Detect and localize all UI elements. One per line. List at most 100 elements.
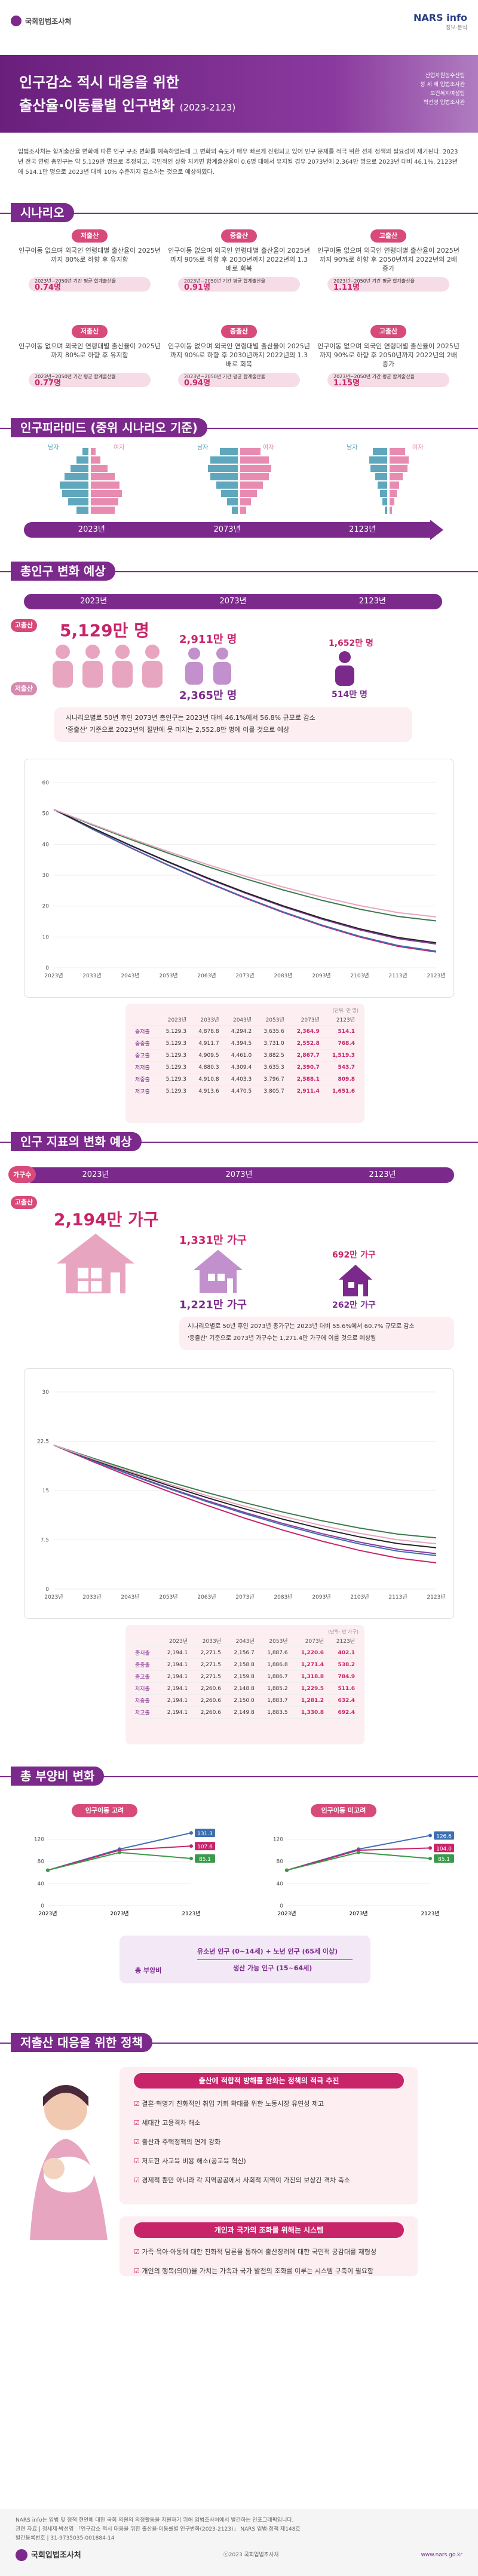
policy-item: ☑ 가족·육아·아동에 대한 친화적 담론을 통하여 출산장려에 대한 국민적 … [134, 2243, 404, 2262]
pyramid-1 [208, 448, 271, 514]
dep-left-tag: 인구이동 고려 [72, 1804, 137, 1817]
section-population-title: 총인구 변화 예상 [11, 562, 115, 581]
scenario-desc: 인구이동 없으며 외국인 연령대별 출산율이 2025년까지 80%로 하향 후… [19, 342, 161, 359]
scenario-rate-value: 0.91명 [184, 283, 211, 292]
hh-ytick: 30 [42, 1390, 50, 1396]
hh-table-box: (단위: 만 가구) 2023년 2033년 2043년 2053년 2073년 2123… [125, 1625, 364, 1744]
dep-formula-den: 생산 가능 인구 (15~64세) [233, 1964, 312, 1972]
table-cell: 중중출 [131, 1037, 158, 1050]
nars-brand: NARS info [413, 12, 467, 23]
dep-point [189, 1856, 193, 1860]
scenario-card: 저출산 인구이동 없으며 외국인 연령대별 출산율이 2025년까지 80%로 … [18, 229, 161, 292]
policy-item: ☑ 개인의 행복(의미)을 가치는 가족과 국가 발전의 조화를 이루는 시스템… [134, 2262, 404, 2281]
pop-xtick: 2073년 [235, 973, 254, 979]
author-team-2: 보건복지여성팀 [430, 91, 465, 97]
logo-icon [11, 16, 22, 26]
pop-low-tag: 저출산 [11, 682, 37, 695]
pyramid-male-bar [76, 456, 88, 464]
pyramid-male-bar [82, 448, 88, 455]
scenario-card: 고출산 인구이동 없으며 외국인 연령대별 출산율이 2025년까지 90%로 … [317, 229, 460, 292]
table-cell: 2,194.1 [158, 1670, 192, 1683]
scenario-rate-pill: 2023년~2050년 기간 평균 합계출산율 0.94명 [178, 373, 300, 387]
footer-issn: 발간등록번호 | 31-9735035-001884-14 [16, 2535, 115, 2541]
table-cell: 1,229.5 [291, 1682, 327, 1695]
dep-xtick: 2123년 [182, 1910, 200, 1917]
scenario-desc: 인구이동 없으며 외국인 연령대별 출산율이 2025년까지 90%로 하향 후… [317, 342, 459, 368]
dep-point [46, 1868, 50, 1872]
scenario-rate-pill: 2023년~2050년 기간 평균 합계출산율 1.15명 [327, 373, 449, 387]
scenario-tag: 고출산 [370, 229, 406, 243]
dep-xtick: 2073년 [349, 1910, 367, 1917]
policy-head-1: 출산에 적합적 방해를 완화는 정책의 적극 추진 [134, 2073, 404, 2089]
table-cell: 5,129.3 [157, 1061, 190, 1074]
author-1: 정 세 제 입법조사관 [420, 82, 465, 88]
pop-2023-value: 5,129만 명 [60, 621, 149, 640]
table-cell: 중고출 [131, 1670, 158, 1683]
policy-item-text: 결혼·혁명기 친화적인 취업 기회 확대를 위한 노동시장 유연성 제고 [142, 2100, 324, 2108]
table-header: 2033년 [191, 1635, 225, 1647]
dep-point [189, 1831, 193, 1835]
dep-point [428, 1856, 432, 1860]
table-cell: 1,651.6 [323, 1085, 358, 1097]
section-household-title: 인구 지표의 변화 예상 [11, 1132, 142, 1151]
table-cell: 2,588.1 [287, 1073, 323, 1085]
hh-notes-box: 시나리오별로 50년 후인 2073년 총가구는 2023년 대비 55.6%에… [179, 1317, 454, 1350]
table-row: 중저출 5,129.3 4,878.8 4,294.2 3,635.6 2,364.9 51… [131, 1025, 358, 1038]
footer-website-link[interactable]: www.nars.go.kr [421, 2552, 462, 2558]
table-cell: 저저출 [131, 1061, 158, 1074]
hh-ytick: 22.5 [37, 1439, 49, 1445]
table-cell: 538.2 [327, 1658, 358, 1671]
pop-table: 2023년 2033년 2043년 2053년 2073년 2123년 중저출 5,129.3… [131, 1014, 358, 1097]
table-cell: 4,294.2 [222, 1025, 256, 1038]
pyramid-female-bar [390, 507, 392, 514]
table-cell: 5,129.3 [157, 1025, 190, 1038]
pyramid-male-bar [380, 490, 387, 497]
table-header: 2023년 [158, 1635, 192, 1647]
pop-year-2023: 2023년 [80, 597, 108, 606]
hh-xtick: 2053년 [159, 1594, 177, 1600]
pyramid-male-bar [378, 482, 387, 489]
scenario-rate-value: 0.77명 [35, 379, 62, 388]
hh-year-2023: 2023년 [82, 1170, 109, 1179]
table-cell: 1,330.8 [291, 1706, 327, 1719]
pyr-year-2123: 2123년 [349, 525, 376, 534]
policy-item-text: 개인의 행복(의미)을 가치는 가족과 국가 발전의 조화를 이루는 시스템 구… [142, 2267, 373, 2275]
table-header: 2123년 [323, 1014, 358, 1026]
table-cell: 4,878.8 [189, 1025, 223, 1038]
table-cell: 중저출 [131, 1025, 158, 1038]
hh-table: 2023년 2033년 2043년 2053년 2073년 2123년 중저출 2,194.1… [131, 1635, 358, 1719]
check-icon: ☑ [134, 2267, 142, 2275]
table-cell: 511.6 [327, 1682, 358, 1695]
pyramid-female-bar [240, 490, 257, 497]
check-icon: ☑ [134, 2100, 142, 2108]
table-cell: 1,886.8 [258, 1658, 292, 1671]
table-row: 중중출 2,194.1 2,271.5 2,158.8 1,886.8 1,271.4 53… [131, 1658, 358, 1671]
dep-chart-0: 0 40 80 120 2023년 2073년 2123년 131.3 107.6 85.1 [34, 1829, 215, 1917]
section-policy-title: 저출산 대응을 위한 정책 [11, 2033, 152, 2052]
pyramid-male-bar [71, 465, 88, 472]
table-cell: 1,883.7 [258, 1694, 292, 1707]
check-icon: ☑ [134, 2119, 142, 2127]
pop-xtick: 2083년 [274, 973, 292, 979]
hh-xtick: 2043년 [121, 1594, 139, 1600]
pop-line-chart: 0 10 20 30 40 50 60 2023년 2033년 2043년 2053년 2063년 20… [42, 780, 446, 979]
pyramid-female-bar [240, 448, 261, 455]
table-cell: 2,390.7 [287, 1061, 323, 1074]
table-header: 2043년 [224, 1635, 258, 1647]
pop-note-1: 시나리오별로 50년 후인 2073년 총인구는 2023년 대비 46.1%에… [66, 714, 315, 722]
section-pyramid-title: 인구피라미드 (중위 시나리오 기준) [11, 418, 207, 437]
table-cell: 5,129.3 [157, 1085, 190, 1097]
dep-xtick: 2023년 [277, 1910, 296, 1917]
hh-series-line [53, 1445, 437, 1539]
pop-ytick: 50 [42, 811, 50, 817]
pop-note-2: '중출산' 기준으로 2023년의 절반에 못 미치는 2,552.8만 명에 … [66, 726, 290, 734]
pyramid-female-bar [91, 498, 118, 505]
pop-series-line [53, 809, 437, 922]
pyramid-sex-label: 여자 [412, 444, 423, 451]
table-cell: 2,552.8 [287, 1037, 323, 1050]
table-cell: 4,913.6 [189, 1085, 223, 1097]
hh-line-chart: 0 7.5 15 22.5 30 2023년 2033년 2043년 2053년 2063년 207… [37, 1390, 446, 1600]
pop-xtick: 2043년 [121, 973, 139, 979]
hh-note-2: '중출산' 기준으로 2073년 가구수는 1,271.4만 가구에 이를 것으… [188, 1335, 376, 1342]
pyramid-male-bar [62, 490, 88, 497]
